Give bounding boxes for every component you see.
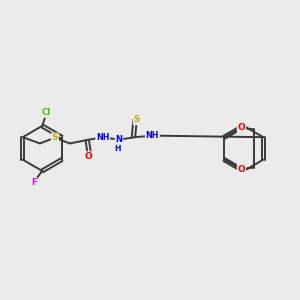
Text: S: S [52,133,58,142]
Text: O: O [238,165,245,174]
Text: H: H [114,144,121,153]
Text: O: O [84,152,92,161]
Text: S: S [134,116,140,124]
Text: N: N [116,135,122,144]
Text: NH: NH [146,131,159,140]
Text: F: F [31,178,37,187]
Text: Cl: Cl [42,108,51,117]
Text: O: O [238,123,245,132]
Text: NH: NH [96,133,110,142]
